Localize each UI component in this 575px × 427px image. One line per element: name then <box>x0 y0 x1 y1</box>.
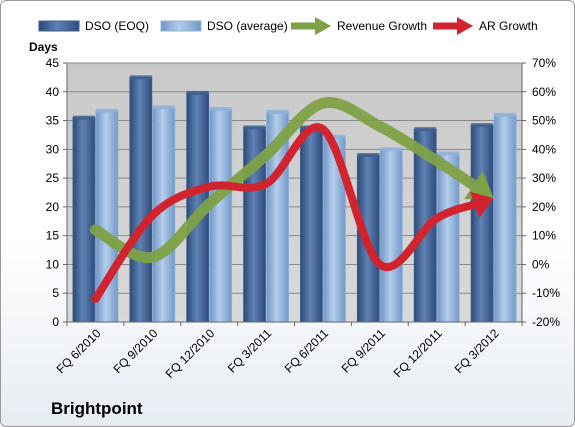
x-tick-label: FQ 3/2012 <box>452 326 502 376</box>
bar-cap <box>266 109 289 114</box>
legend-label: DSO (average) <box>207 19 288 33</box>
bar-cap <box>323 134 346 139</box>
y-tick-label: 35 <box>46 114 60 128</box>
x-tick-label: FQ 9/2010 <box>110 326 160 376</box>
bar-cap <box>494 112 517 117</box>
bar-cap <box>186 90 209 95</box>
legend-swatch <box>160 20 202 32</box>
x-tick-label: FQ 3/2011 <box>225 326 275 376</box>
y2-tick-label: 60% <box>532 85 556 99</box>
legend-item: AR Growth <box>433 17 538 35</box>
y-tick-label: 15 <box>46 229 60 243</box>
y-tick-label: 30 <box>46 142 60 156</box>
legend-item: DSO (average) <box>160 19 288 33</box>
bar-cap <box>380 147 403 152</box>
bar-dso-eoq <box>300 127 323 323</box>
y-tick-label: 5 <box>52 286 59 300</box>
bar-dso-average <box>493 114 517 323</box>
y2-tick-label: 50% <box>532 114 556 128</box>
y2-tick-label: 20% <box>532 200 556 214</box>
bar-cap <box>243 125 266 130</box>
bar-cap <box>357 153 380 158</box>
bar-dso-eoq <box>72 117 96 323</box>
legend-label: Revenue Growth <box>337 19 427 33</box>
y-tick-label: 20 <box>46 200 60 214</box>
bar-cap <box>471 123 494 128</box>
y2-tick-label: 70% <box>532 56 556 70</box>
y-axis-title: Days <box>29 40 58 54</box>
legend-swatch <box>38 20 80 32</box>
legend-label: DSO (EOQ) <box>85 19 149 33</box>
y-tick-label: 40 <box>46 85 60 99</box>
bar-dso-eoq <box>129 76 153 323</box>
y2-tick-label: 10% <box>532 229 556 243</box>
y2-tick-label: 40% <box>532 142 556 156</box>
y2-tick-label: -10% <box>532 286 560 300</box>
x-tick-label: FQ 6/2011 <box>282 326 332 376</box>
legend-label: AR Growth <box>479 19 538 33</box>
y-tick-label: 0 <box>52 315 59 329</box>
y2-tick-label: 30% <box>532 171 556 185</box>
y-tick-label: 10 <box>46 257 60 271</box>
y-tick-label: 45 <box>46 56 60 70</box>
legend-item: Revenue Growth <box>291 17 427 35</box>
legend-arrow-icon <box>457 17 473 35</box>
arrowhead-ar-growth <box>470 191 494 219</box>
bar-dso-average <box>209 108 233 323</box>
bar-cap <box>152 105 175 110</box>
x-tick-label: FQ 12/2010 <box>163 326 218 381</box>
line-ar-growth <box>91 123 485 303</box>
bar-cap <box>95 108 118 113</box>
x-tick-label: FQ 12/2011 <box>391 326 445 380</box>
x-tick-label: FQ 6/2010 <box>54 326 104 376</box>
x-tick-label: FQ 9/2011 <box>339 326 389 376</box>
bar-cap <box>209 107 232 112</box>
legend-arrow-icon <box>315 17 331 35</box>
y2-tick-label: 0% <box>532 257 550 271</box>
bar-cap <box>414 127 437 132</box>
bar-cap <box>129 75 152 80</box>
line-revenue-growth <box>89 97 486 264</box>
bar-cap <box>437 151 460 156</box>
legend-item: DSO (EOQ) <box>38 19 149 33</box>
bar-dso-eoq <box>470 124 494 323</box>
y2-tick-label: -20% <box>532 315 560 329</box>
company-name: Brightpoint <box>51 399 143 418</box>
bar-dso-average <box>379 148 403 323</box>
bar-cap <box>72 115 95 120</box>
y-tick-label: 25 <box>46 171 60 185</box>
